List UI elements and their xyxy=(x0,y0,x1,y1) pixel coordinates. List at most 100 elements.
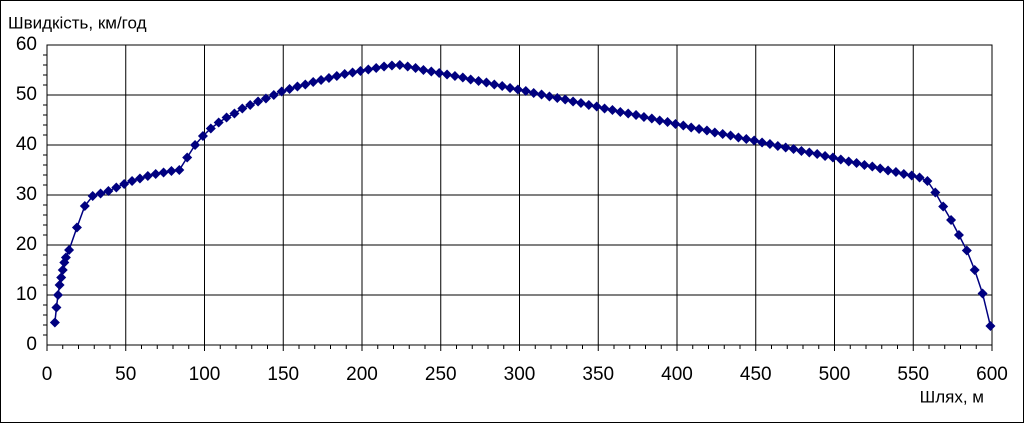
data-marker xyxy=(260,93,271,104)
data-marker xyxy=(867,161,878,172)
data-marker xyxy=(379,61,390,72)
data-marker xyxy=(512,84,523,95)
data-marker xyxy=(54,280,65,290)
x-tick-label: 0 xyxy=(42,364,53,385)
data-marker xyxy=(355,66,366,76)
data-marker xyxy=(757,137,768,148)
x-axis-label: Шлях, м xyxy=(920,387,984,406)
data-marker xyxy=(51,302,62,313)
data-marker xyxy=(205,123,216,134)
data-marker xyxy=(95,188,106,199)
y-tick-label: 30 xyxy=(16,184,37,205)
data-marker xyxy=(536,89,547,100)
data-marker xyxy=(284,84,295,94)
data-marker xyxy=(520,86,531,96)
data-marker xyxy=(709,127,720,138)
data-marker xyxy=(930,187,941,198)
data-marker xyxy=(575,98,586,108)
data-marker xyxy=(300,79,311,90)
x-tick-label: 550 xyxy=(897,364,929,385)
data-marker xyxy=(442,69,453,80)
data-marker xyxy=(64,245,75,255)
data-marker xyxy=(111,182,122,193)
data-marker xyxy=(363,64,374,75)
data-marker xyxy=(426,66,437,77)
data-marker xyxy=(418,65,429,75)
data-marker xyxy=(772,141,783,151)
data-marker xyxy=(670,119,681,129)
data-marker xyxy=(741,134,752,144)
data-marker xyxy=(898,169,909,179)
y-tick-label: 60 xyxy=(16,34,37,55)
data-marker xyxy=(323,73,334,83)
data-marker xyxy=(449,71,460,81)
x-tick-label: 150 xyxy=(267,364,299,385)
data-marker xyxy=(190,140,201,150)
data-marker xyxy=(386,60,397,71)
data-marker xyxy=(764,139,775,149)
data-marker xyxy=(638,112,649,122)
data-marker xyxy=(560,94,571,105)
data-marker xyxy=(229,108,240,119)
data-marker xyxy=(953,230,964,240)
data-marker xyxy=(552,93,563,103)
data-marker xyxy=(60,252,71,263)
y-tick-label: 40 xyxy=(16,134,37,155)
x-tick-label: 300 xyxy=(504,364,536,385)
data-marker xyxy=(686,122,697,133)
data-marker xyxy=(583,100,594,110)
data-marker xyxy=(308,77,319,87)
data-marker xyxy=(221,112,232,123)
data-marker xyxy=(599,103,610,114)
data-marker xyxy=(347,67,358,78)
data-marker xyxy=(53,290,64,300)
data-marker xyxy=(410,63,421,73)
data-marker xyxy=(71,222,82,233)
data-marker xyxy=(717,129,728,139)
data-marker xyxy=(197,131,208,141)
data-marker xyxy=(268,90,279,100)
data-marker xyxy=(694,124,705,134)
data-marker xyxy=(914,172,925,183)
data-marker xyxy=(49,317,60,328)
data-marker xyxy=(969,265,980,275)
data-marker xyxy=(497,81,508,91)
data-marker xyxy=(701,125,712,136)
data-marker xyxy=(662,117,673,127)
data-marker xyxy=(57,265,68,275)
data-marker xyxy=(119,179,130,189)
data-marker xyxy=(631,110,642,120)
data-marker xyxy=(859,160,870,170)
y-tick-label: 20 xyxy=(16,234,37,255)
x-tick-label: 450 xyxy=(740,364,772,385)
data-marker xyxy=(623,108,634,119)
data-marker xyxy=(835,154,846,165)
data-marker xyxy=(245,100,256,110)
data-marker xyxy=(977,288,988,299)
data-marker xyxy=(142,171,153,181)
data-marker xyxy=(79,201,90,211)
data-marker xyxy=(607,105,618,115)
data-marker xyxy=(725,130,736,141)
data-marker xyxy=(851,158,862,168)
x-tick-label: 200 xyxy=(346,364,378,385)
data-marker xyxy=(489,79,500,90)
x-tick-label: 100 xyxy=(189,364,221,385)
data-marker xyxy=(237,103,248,114)
data-marker xyxy=(544,91,555,102)
data-marker xyxy=(733,132,744,143)
y-tick-label: 50 xyxy=(16,84,37,105)
data-marker xyxy=(481,77,492,88)
data-marker xyxy=(883,165,894,176)
data-marker xyxy=(434,68,445,78)
data-marker xyxy=(615,107,626,117)
data-marker xyxy=(174,165,185,175)
data-marker xyxy=(213,117,224,128)
data-marker xyxy=(339,69,350,79)
data-marker xyxy=(528,88,539,98)
data-marker xyxy=(804,147,815,158)
data-marker xyxy=(316,75,327,85)
data-marker xyxy=(150,169,161,179)
data-marker xyxy=(890,167,901,177)
